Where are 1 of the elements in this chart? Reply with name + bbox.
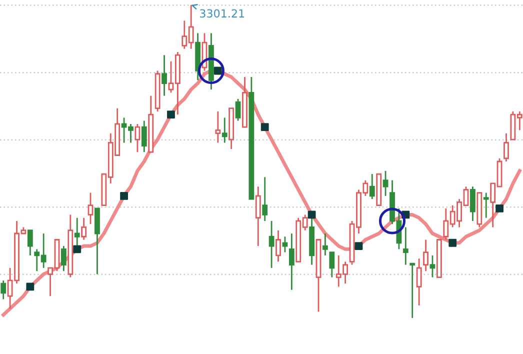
annotation: 3301.21	[200, 9, 244, 18]
